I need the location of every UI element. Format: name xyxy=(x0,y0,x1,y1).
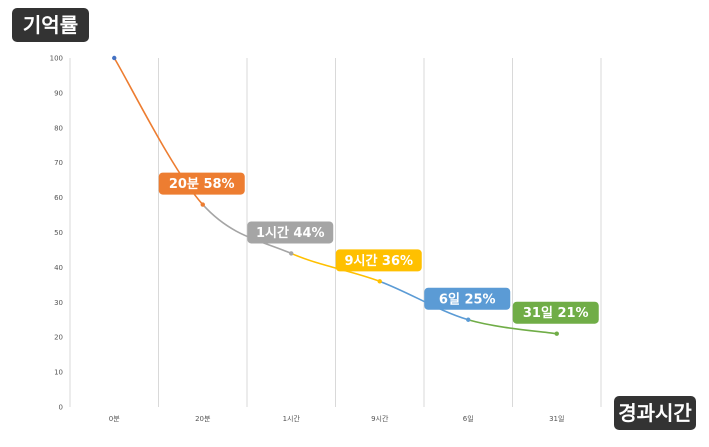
x-tick-label: 6일 xyxy=(463,414,474,423)
callout-label: 31일 21% xyxy=(523,306,589,321)
y-tick-label: 100 xyxy=(50,55,63,63)
y-tick-label: 90 xyxy=(54,89,63,97)
callout-box xyxy=(158,172,245,195)
curve-segment xyxy=(468,318,557,335)
y-tick-label: 0 xyxy=(59,404,63,412)
callout-box xyxy=(335,249,422,272)
callout-label: 20분 58% xyxy=(169,177,235,192)
y-tick-label: 60 xyxy=(54,194,63,202)
curve-segment xyxy=(379,280,469,321)
y-tick-label: 80 xyxy=(54,124,63,132)
y-tick-label: 50 xyxy=(54,229,63,237)
y-tick-labels: 0 10 20 30 40 50 60 70 80 90 100 xyxy=(50,55,63,412)
y-tick-label: 30 xyxy=(54,299,63,307)
x-tick-label: 1시간 xyxy=(283,414,301,423)
data-callout: 31일 21% xyxy=(512,301,599,324)
callout-label: 1시간 44% xyxy=(256,225,325,241)
y-tick-label: 70 xyxy=(54,159,63,167)
callout-label: 9시간 36% xyxy=(344,253,413,269)
data-callout: 6일 25% xyxy=(424,287,511,310)
data-point xyxy=(289,251,294,256)
vertical-gridlines xyxy=(69,58,602,407)
y-tick-label: 10 xyxy=(54,369,63,377)
data-callout: 1시간 44% xyxy=(247,221,334,244)
x-tick-label: 31일 xyxy=(549,414,564,423)
data-callout: 9시간 36% xyxy=(335,249,422,272)
callout-box xyxy=(424,287,511,310)
y-tick-label: 40 xyxy=(54,264,63,272)
x-tick-label: 0분 xyxy=(109,415,120,423)
data-point xyxy=(554,331,559,336)
x-tick-labels: 0분 20분 1시간 9시간 6일 31일 xyxy=(109,414,565,423)
curve-segment xyxy=(290,252,381,283)
data-points xyxy=(112,55,559,336)
data-callouts: 20분 58% 1시간 44% 9시간 36% 6일 25% 31일 21% xyxy=(158,172,599,324)
data-point xyxy=(200,202,205,207)
curve-segment xyxy=(202,204,292,255)
callout-box xyxy=(512,301,599,324)
x-tick-label: 20분 xyxy=(195,415,211,423)
callout-box xyxy=(247,221,334,244)
y-tick-label: 20 xyxy=(54,334,63,342)
x-tick-label: 9시간 xyxy=(371,414,389,423)
data-point xyxy=(377,279,382,284)
data-point xyxy=(466,317,471,322)
data-callout: 20분 58% xyxy=(158,172,245,195)
callout-label: 6일 25% xyxy=(439,292,496,307)
y-axis-title: 기억률 xyxy=(12,8,89,42)
data-point xyxy=(112,55,117,61)
x-axis-title: 경과시간 xyxy=(614,396,696,430)
